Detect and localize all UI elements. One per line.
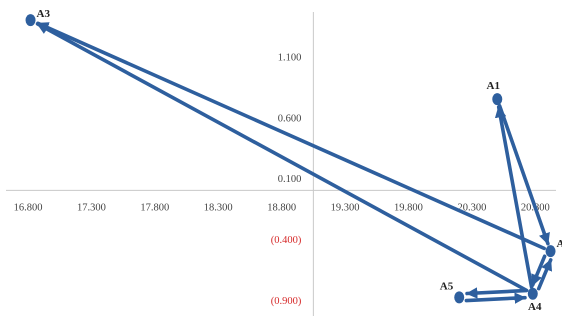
x-tick-label: 17.300 — [77, 202, 106, 213]
y-tick-label: (0.400) — [271, 235, 302, 246]
y-tick-label: 1.100 — [278, 53, 302, 64]
x-tick-label: 20.300 — [457, 202, 486, 213]
x-tick-label: 19.300 — [331, 202, 360, 213]
point-labels: A1 A2 A3 A4 A5 — [37, 8, 562, 313]
point-a3 — [25, 14, 36, 27]
arrows — [35, 21, 553, 304]
points — [25, 14, 556, 304]
axes — [6, 12, 556, 316]
point-label-a4: A4 — [528, 301, 542, 313]
arrow-a1-to-a2 — [497, 103, 550, 246]
point-a1 — [492, 93, 503, 106]
point-a2 — [545, 245, 556, 258]
arrow-a2-to-a3 — [36, 21, 546, 251]
arrow-a5-to-a4 — [464, 292, 527, 304]
y-tick-label: 0.100 — [278, 174, 302, 185]
arrow-a4-to-a3 — [35, 22, 529, 293]
y-tick-label: 0.600 — [278, 113, 302, 124]
arrow-a4-to-a1 — [494, 105, 534, 289]
point-a5 — [454, 291, 465, 304]
point-label-a3: A3 — [37, 8, 51, 20]
x-tick-label: 18.300 — [204, 202, 233, 213]
arrow-a4-to-a5 — [465, 287, 528, 299]
y-tick-label: (0.900) — [271, 296, 302, 307]
x-tick-label: 19.800 — [394, 202, 423, 213]
point-label-a1: A1 — [487, 80, 500, 92]
point-label-a5: A5 — [440, 280, 454, 292]
point-label-a2: A2 — [557, 238, 562, 250]
tick-labels: 16.800 17.300 17.800 18.300 18.800 19.300 19.8… — [14, 53, 550, 307]
x-tick-label: 18.800 — [267, 202, 296, 213]
arrow-a4-to-a2 — [536, 258, 553, 291]
x-tick-label: 16.800 — [14, 202, 43, 213]
point-a4 — [527, 287, 538, 300]
x-tick-label: 17.800 — [140, 202, 169, 213]
